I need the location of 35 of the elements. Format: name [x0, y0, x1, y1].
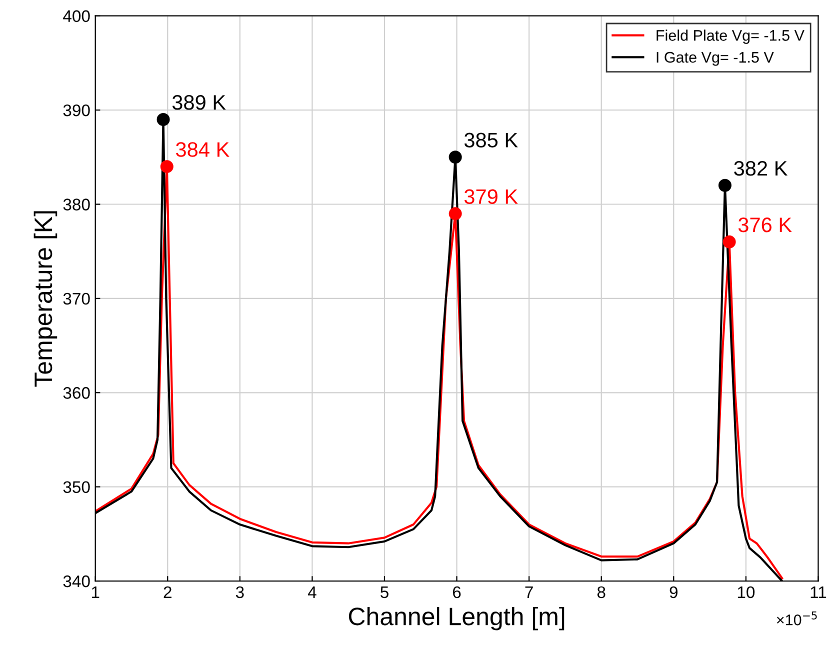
x-tick-label: 6 — [452, 586, 461, 598]
data-label: 382 K — [734, 160, 788, 176]
y-tick-label: 340 — [63, 575, 90, 588]
y-tick-label: 390 — [63, 104, 90, 116]
data-label: 389 K — [172, 95, 226, 110]
x-tick-label: 11 — [810, 586, 826, 598]
point — [160, 160, 174, 174]
x-tick-label: 10 — [738, 586, 755, 598]
point — [156, 112, 170, 126]
x-tick-label: 9 — [670, 586, 678, 598]
point — [722, 235, 736, 248]
point — [448, 150, 462, 164]
x-tick-label: 4 — [308, 586, 316, 598]
x-tick-label: 5 — [380, 586, 388, 598]
y-tick-label: 400 — [63, 10, 90, 22]
point — [448, 207, 462, 220]
x-tick-label: 2 — [164, 586, 172, 598]
data-label: 379 K — [464, 189, 518, 204]
point — [718, 178, 732, 192]
y-axis-title: Temperature [K] — [34, 211, 58, 387]
text: ×10$^{−5}$ — [776, 612, 817, 626]
data-label: 385 K — [464, 132, 518, 148]
data-label: 376 K — [738, 218, 792, 232]
x-tick-label: 8 — [597, 586, 606, 598]
legend-label: Field Plate Vg= -1.5 V — [656, 30, 804, 44]
y-tick-label: 370 — [63, 292, 90, 305]
y-tick-label: 350 — [63, 481, 90, 494]
y-tick-label: 360 — [63, 387, 90, 399]
x-axis-title: Channel Length [m] — [348, 606, 564, 630]
x-tick-label: 3 — [236, 586, 244, 598]
x-tick-label: 7 — [525, 586, 533, 598]
data-label: 384 K — [176, 142, 230, 157]
legend-label: I Gate Vg= -1.5 V — [656, 52, 774, 66]
y-tick-label: 380 — [63, 198, 90, 210]
x-tick-label: 1 — [92, 586, 100, 598]
